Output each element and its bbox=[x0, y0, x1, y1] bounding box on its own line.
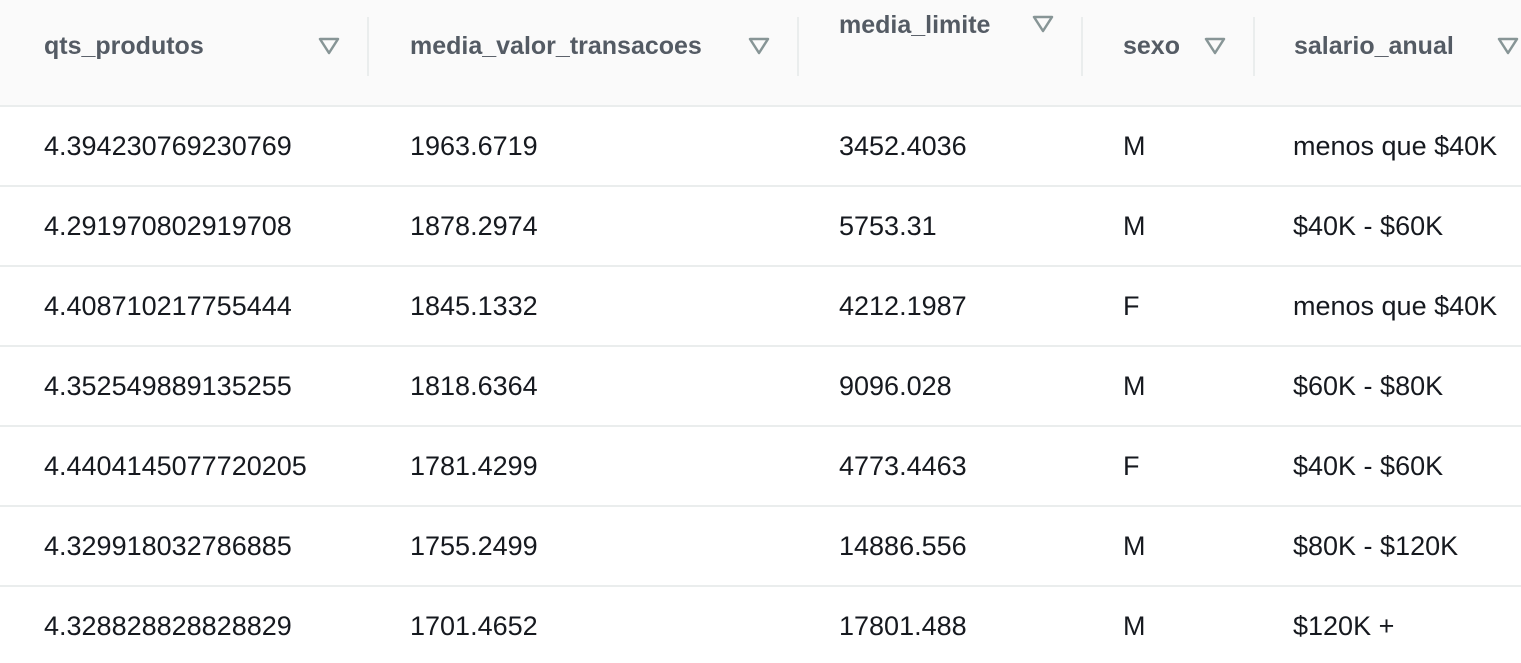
cell-sexo: M bbox=[1123, 611, 1146, 641]
cell-media-limite: 9096.028 bbox=[839, 371, 952, 401]
column-divider[interactable] bbox=[797, 17, 799, 76]
cell-salario-anual: menos que $40K bbox=[1293, 291, 1498, 321]
cell-media-valor-transacoes: 1963.6719 bbox=[410, 131, 538, 161]
table-row: 4.4404145077720205 1781.4299 4773.4463 F… bbox=[0, 427, 1521, 507]
cell-media-valor-transacoes: 1701.4652 bbox=[410, 611, 538, 641]
cell-sexo: M bbox=[1123, 211, 1146, 241]
sort-icon[interactable] bbox=[1497, 37, 1519, 55]
table-row: 4.394230769230769 1963.6719 3452.4036 M … bbox=[0, 107, 1521, 187]
cell-salario-anual: $80K - $120K bbox=[1293, 531, 1459, 561]
column-header-label: sexo bbox=[1123, 32, 1180, 60]
cell-sexo: F bbox=[1123, 291, 1140, 321]
column-header-media-limite[interactable]: media_limite bbox=[798, 0, 1082, 105]
column-divider[interactable] bbox=[1253, 17, 1255, 76]
column-header-label: qts_produtos bbox=[44, 32, 204, 60]
cell-media-valor-transacoes: 1845.1332 bbox=[410, 291, 538, 321]
column-header-qts-produtos[interactable]: qts_produtos bbox=[0, 0, 368, 105]
cell-media-valor-transacoes: 1781.4299 bbox=[410, 451, 538, 481]
column-header-label: media_limite bbox=[839, 11, 991, 39]
cell-salario-anual: $120K + bbox=[1293, 611, 1395, 641]
cell-salario-anual: $60K - $80K bbox=[1293, 371, 1444, 401]
cell-qts-produtos: 4.328828828828829 bbox=[44, 611, 292, 641]
cell-media-limite: 14886.556 bbox=[839, 531, 967, 561]
cell-media-limite: 17801.488 bbox=[839, 611, 967, 641]
cell-media-valor-transacoes: 1878.2974 bbox=[410, 211, 538, 241]
column-header-media-valor-transacoes[interactable]: media_valor_transacoes bbox=[368, 0, 798, 105]
table-row: 4.352549889135255 1818.6364 9096.028 M $… bbox=[0, 347, 1521, 427]
cell-qts-produtos: 4.291970802919708 bbox=[44, 211, 292, 241]
cell-qts-produtos: 4.352549889135255 bbox=[44, 371, 292, 401]
column-header-label: salario_anual bbox=[1294, 32, 1454, 60]
table-row: 4.408710217755444 1845.1332 4212.1987 F … bbox=[0, 267, 1521, 347]
sort-icon[interactable] bbox=[748, 37, 770, 55]
sort-icon[interactable] bbox=[1204, 37, 1226, 55]
table-header: qts_produtos media_valor_transacoes medi… bbox=[0, 0, 1521, 107]
column-divider[interactable] bbox=[367, 17, 369, 76]
table-row: 4.291970802919708 1878.2974 5753.31 M $4… bbox=[0, 187, 1521, 267]
cell-qts-produtos: 4.329918032786885 bbox=[44, 531, 292, 561]
column-header-sexo[interactable]: sexo bbox=[1082, 0, 1254, 105]
cell-media-valor-transacoes: 1755.2499 bbox=[410, 531, 538, 561]
cell-salario-anual: menos que $40K bbox=[1293, 131, 1498, 161]
cell-media-limite: 4212.1987 bbox=[839, 291, 967, 321]
cell-salario-anual: $40K - $60K bbox=[1293, 211, 1444, 241]
cell-media-limite: 3452.4036 bbox=[839, 131, 967, 161]
cell-sexo: M bbox=[1123, 131, 1146, 161]
cell-media-limite: 4773.4463 bbox=[839, 451, 967, 481]
sort-icon[interactable] bbox=[1032, 15, 1054, 33]
cell-sexo: M bbox=[1123, 531, 1146, 561]
cell-media-limite: 5753.31 bbox=[839, 211, 937, 241]
cell-qts-produtos: 4.4404145077720205 bbox=[44, 451, 307, 481]
column-header-label: media_valor_transacoes bbox=[410, 32, 702, 60]
sort-icon[interactable] bbox=[318, 37, 340, 55]
column-header-salario-anual[interactable]: salario_anual bbox=[1254, 0, 1521, 105]
cell-qts-produtos: 4.394230769230769 bbox=[44, 131, 292, 161]
cell-sexo: F bbox=[1123, 451, 1140, 481]
table-row: 4.328828828828829 1701.4652 17801.488 M … bbox=[0, 587, 1521, 663]
cell-salario-anual: $40K - $60K bbox=[1293, 451, 1444, 481]
cell-qts-produtos: 4.408710217755444 bbox=[44, 291, 292, 321]
column-divider[interactable] bbox=[1081, 17, 1083, 76]
cell-sexo: M bbox=[1123, 371, 1146, 401]
table-row: 4.329918032786885 1755.2499 14886.556 M … bbox=[0, 507, 1521, 587]
cell-media-valor-transacoes: 1818.6364 bbox=[410, 371, 538, 401]
